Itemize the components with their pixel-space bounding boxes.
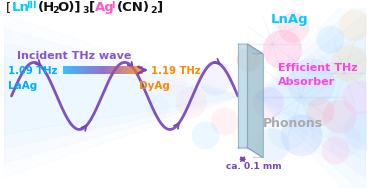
Point xyxy=(169,81,175,84)
Point xyxy=(346,62,352,65)
Text: III: III xyxy=(26,1,36,10)
Point xyxy=(298,134,304,137)
Point xyxy=(351,24,357,27)
Point xyxy=(154,105,160,108)
Text: ]: ] xyxy=(156,1,163,14)
Point xyxy=(245,57,251,60)
Polygon shape xyxy=(255,14,366,178)
Polygon shape xyxy=(4,58,242,134)
Text: Incident THz wave: Incident THz wave xyxy=(17,51,132,61)
Text: 1.09 THz: 1.09 THz xyxy=(8,66,57,76)
Text: ca. 0.1 mm: ca. 0.1 mm xyxy=(226,162,282,171)
Polygon shape xyxy=(248,44,263,157)
Point xyxy=(284,129,290,132)
Point xyxy=(222,119,228,122)
Polygon shape xyxy=(255,0,366,188)
Text: [: [ xyxy=(89,1,95,14)
Point xyxy=(361,129,367,132)
Text: 2: 2 xyxy=(150,6,157,15)
Point xyxy=(327,38,333,41)
Point xyxy=(265,100,271,103)
Point xyxy=(336,114,342,118)
Polygon shape xyxy=(4,29,242,163)
Polygon shape xyxy=(255,48,366,144)
Point xyxy=(202,134,208,137)
Polygon shape xyxy=(255,0,366,188)
Point xyxy=(212,76,218,79)
Polygon shape xyxy=(238,44,263,54)
Text: O)]: O)] xyxy=(57,1,81,14)
Point xyxy=(308,81,314,84)
Text: I: I xyxy=(111,1,115,10)
Text: Ag: Ag xyxy=(95,1,115,14)
Text: Ln: Ln xyxy=(11,1,29,14)
Point xyxy=(270,143,276,146)
Polygon shape xyxy=(4,14,242,177)
Text: 2: 2 xyxy=(52,6,58,15)
Text: LaAg: LaAg xyxy=(8,81,37,91)
Text: (CN): (CN) xyxy=(117,1,150,14)
Text: 3: 3 xyxy=(82,6,89,15)
Text: Phonons: Phonons xyxy=(263,117,323,130)
Point xyxy=(279,47,285,50)
Polygon shape xyxy=(255,31,366,161)
Point xyxy=(341,139,347,142)
Point xyxy=(188,100,194,103)
Bar xyxy=(238,44,248,148)
Polygon shape xyxy=(4,43,242,149)
Text: Efficient THz
Absorber: Efficient THz Absorber xyxy=(278,63,358,86)
Point xyxy=(332,148,338,151)
Point xyxy=(356,95,362,98)
Text: [: [ xyxy=(6,1,11,14)
Point xyxy=(317,110,323,113)
Point xyxy=(290,25,296,28)
Text: LnAg: LnAg xyxy=(270,14,308,27)
Text: (H: (H xyxy=(37,1,55,14)
Text: DyAg: DyAg xyxy=(139,81,170,91)
Text: 1.19 THz: 1.19 THz xyxy=(150,66,200,76)
